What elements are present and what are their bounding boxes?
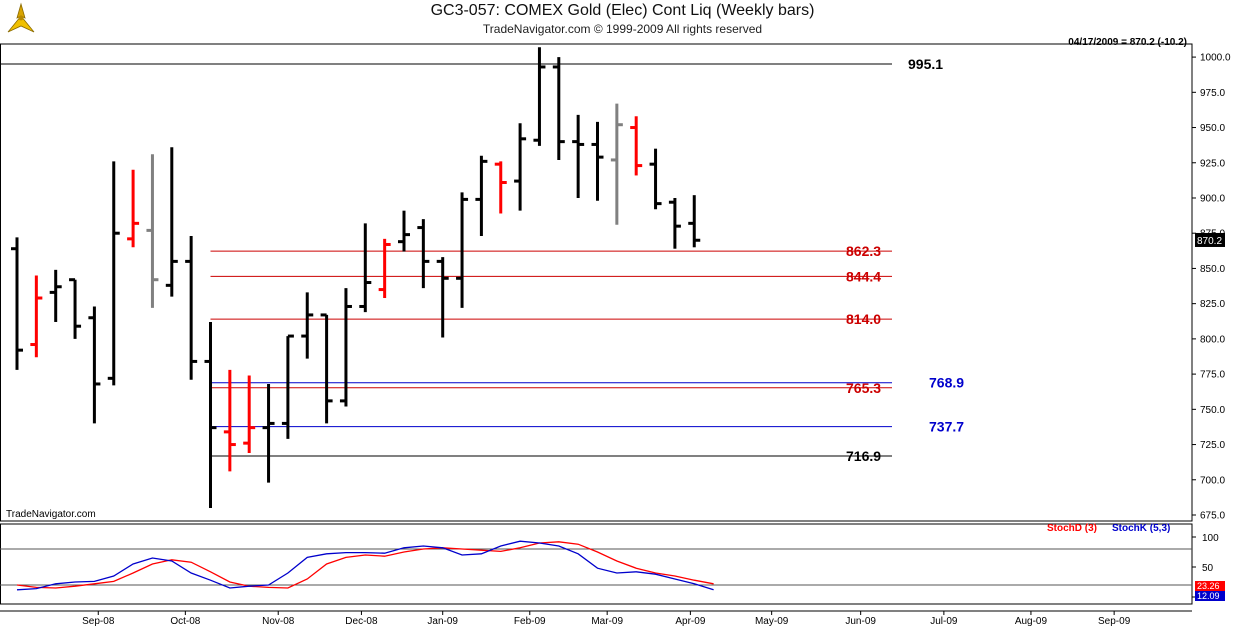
- watermark: TradeNavigator.com: [6, 509, 96, 520]
- osc-tick-label: 50: [1202, 563, 1214, 574]
- time-axis-label: Apr-09: [675, 616, 705, 627]
- time-axis-label: Mar-09: [591, 616, 623, 627]
- time-axis-label: Nov-08: [262, 616, 295, 627]
- time-axis-label: Jul-09: [930, 616, 958, 627]
- stochd-last-label: 23.26: [1197, 581, 1220, 591]
- time-axis-label: Sep-08: [82, 616, 115, 627]
- price-tick-label: 1000.0: [1200, 53, 1231, 64]
- last-price-marker: [1195, 232, 1225, 247]
- stochk-line: [16, 540, 714, 591]
- legend-stochk: StochK (5,3): [1112, 523, 1170, 534]
- time-axis-label: Feb-09: [514, 616, 546, 627]
- price-tick-label: 975.0: [1200, 88, 1225, 99]
- level-label: 737.7: [929, 419, 964, 435]
- osc-tick-label: 100: [1202, 533, 1219, 544]
- last-price-marker-label: 870.2: [1197, 236, 1222, 247]
- stochk-last-marker: [1195, 591, 1225, 601]
- level-label: 765.3: [846, 380, 881, 396]
- level-label: 716.9: [846, 448, 881, 464]
- time-axis-label: Oct-08: [170, 616, 200, 627]
- price-tick-label: 725.0: [1200, 440, 1225, 451]
- price-tick-label: 925.0: [1200, 158, 1225, 169]
- copyright-subtitle: TradeNavigator.com © 1999-2009 All right…: [482, 22, 763, 36]
- time-axis-label: Jun-09: [845, 616, 876, 627]
- oscillator-panel-frame: [0, 523, 1193, 605]
- price-panel-frame: [0, 43, 1193, 522]
- last-price-readout: 04/17/2009 = 870.2 (-10.2): [1068, 37, 1187, 48]
- time-axis-label: Sep-09: [1098, 616, 1131, 627]
- price-tick-label: 800.0: [1200, 334, 1225, 345]
- price-tick-label: 700.0: [1200, 475, 1225, 486]
- level-label: 844.4: [846, 268, 881, 284]
- chart-title: GC3-057: COMEX Gold (Elec) Cont Liq (Wee…: [430, 2, 815, 19]
- level-label: 768.9: [929, 375, 964, 391]
- price-tick-label: 850.0: [1200, 264, 1225, 275]
- price-tick-label: 750.0: [1200, 405, 1225, 416]
- time-axis-label: Dec-08: [345, 616, 378, 627]
- price-tick-label: 825.0: [1200, 299, 1225, 310]
- stochd-line: [16, 541, 714, 589]
- time-axis-label: Jan-09: [427, 616, 458, 627]
- level-label: 814.0: [846, 311, 881, 327]
- price-tick-label: 675.0: [1200, 511, 1225, 522]
- stochd-last-marker: [1195, 581, 1225, 591]
- price-tick-label: 775.0: [1200, 370, 1225, 381]
- golden-compass-icon: [7, 2, 35, 33]
- time-axis-label: Aug-09: [1015, 616, 1048, 627]
- price-tick-label: 900.0: [1200, 193, 1225, 204]
- price-tick-label: 950.0: [1200, 123, 1225, 134]
- legend-stochd: StochD (3): [1047, 523, 1097, 534]
- level-label: 995.1: [908, 56, 943, 72]
- level-label: 862.3: [846, 243, 881, 259]
- time-axis-label: May-09: [755, 616, 789, 627]
- stochk-last-label: 12.09: [1197, 591, 1220, 601]
